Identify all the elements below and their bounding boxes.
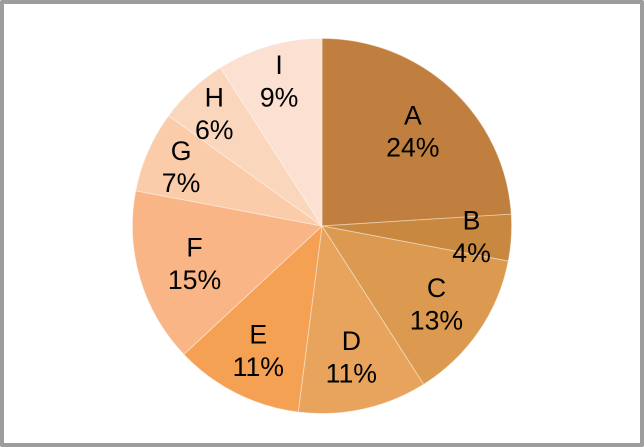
pie-slice-h[interactable] [168,67,323,227]
slice-label-d: D 11% [326,326,377,388]
pie-slice-f[interactable] [131,190,323,355]
pie-slice-b[interactable] [321,213,513,262]
pie-slice-i[interactable] [219,37,323,227]
pie-chart[interactable]: A 24% B 4% C 13% D 11% E 11%F 15% G 7%H 6% I 9% [4,4,640,443]
slice-label-a: A 24% [386,100,439,162]
pie-slice-g[interactable] [135,115,323,227]
slice-label-g: G 7% [162,136,201,198]
slice-label-c: C 13% [410,273,463,335]
pie-slice-a[interactable] [321,37,512,227]
slice-label-h: H 6% [195,83,234,145]
pie-slice-c[interactable] [321,225,509,385]
pie-slice-d[interactable] [297,225,425,415]
slice-label-i: I 9% [260,50,299,112]
slice-label-f: F 15% [168,233,221,295]
slice-label-b: B 4% [452,205,491,267]
pie-slice-e[interactable] [183,225,323,413]
slice-label-e: E 11% [233,320,284,382]
